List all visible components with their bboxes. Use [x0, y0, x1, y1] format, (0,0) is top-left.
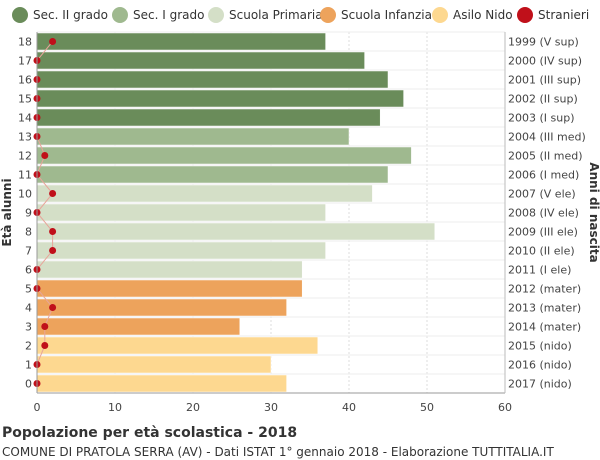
bar	[36, 222, 436, 241]
bar	[36, 32, 326, 51]
legend-item: Scuola Primaria	[208, 5, 323, 25]
birth-year-label: 2007 (V ele)	[508, 188, 576, 201]
x-tick-label: 10	[108, 401, 122, 414]
y-tick-label: 8	[25, 226, 32, 239]
bar	[36, 374, 287, 393]
bar	[36, 89, 404, 108]
y-axis-title-right: Anni di nascita	[587, 162, 600, 262]
legend-item: Sec. II grado	[12, 5, 108, 25]
stranieri-point	[49, 304, 57, 311]
bar	[36, 279, 303, 298]
y-tick-label: 15	[18, 93, 32, 106]
legend-label: Scuola Infanzia	[341, 8, 432, 22]
legend-swatch	[12, 7, 28, 23]
birth-year-label: 2011 (I ele)	[508, 264, 571, 277]
legend-swatch	[320, 7, 336, 23]
y-tick-label: 7	[25, 245, 32, 258]
legend-label: Asilo Nido	[453, 8, 513, 22]
birth-year-label: 2017 (nido)	[508, 378, 572, 391]
y-axis-title: Età alunni	[0, 178, 14, 246]
bar	[36, 108, 381, 127]
birth-year-label: 2002 (II sup)	[508, 93, 578, 106]
x-tick-label: 30	[264, 401, 278, 414]
y-tick-label: 4	[25, 302, 32, 315]
bar	[36, 203, 326, 222]
chart-subtitle: COMUNE DI PRATOLA SERRA (AV) - Dati ISTA…	[2, 445, 554, 459]
legend-label: Scuola Primaria	[229, 8, 323, 22]
birth-year-label: 1999 (V sup)	[508, 36, 579, 49]
stranieri-point	[49, 190, 57, 197]
y-tick-label: 1	[25, 359, 32, 372]
x-tick-label: 60	[498, 401, 512, 414]
y-tick-label: 13	[18, 131, 32, 144]
stranieri-point	[49, 247, 57, 254]
legend-swatch	[517, 7, 533, 23]
birth-year-label: 2003 (I sup)	[508, 112, 575, 125]
y-tick-label: 11	[18, 169, 32, 182]
birth-year-label: 2006 (I med)	[508, 169, 579, 182]
bar	[36, 355, 272, 374]
stranieri-point	[41, 342, 49, 349]
bar	[36, 165, 389, 184]
legend-item: Stranieri	[517, 5, 589, 25]
legend-swatch	[112, 7, 128, 23]
legend-label: Sec. II grado	[33, 8, 108, 22]
bar	[36, 317, 241, 336]
bar	[36, 70, 389, 89]
legend-label: Sec. I grado	[133, 8, 205, 22]
birth-year-label: 2012 (mater)	[508, 283, 581, 296]
bar	[36, 51, 365, 70]
y-tick-label: 17	[18, 55, 32, 68]
legend-item: Scuola Infanzia	[320, 5, 432, 25]
y-tick-label: 14	[18, 112, 32, 125]
chart-title: Popolazione per età scolastica - 2018	[2, 425, 298, 441]
y-tick-label: 12	[18, 150, 32, 163]
birth-year-label: 2000 (IV sup)	[508, 55, 582, 68]
y-tick-label: 6	[25, 264, 32, 277]
stranieri-point	[49, 228, 57, 235]
bar	[36, 260, 303, 279]
y-tick-label: 3	[25, 321, 32, 334]
birth-year-label: 2015 (nido)	[508, 340, 572, 353]
bar	[36, 336, 319, 355]
x-tick-label: 40	[342, 401, 356, 414]
birth-year-label: 2016 (nido)	[508, 359, 572, 372]
birth-year-label: 2009 (III ele)	[508, 226, 578, 239]
stranieri-point	[41, 152, 49, 159]
y-tick-label: 9	[25, 207, 32, 220]
birth-year-label: 2005 (II med)	[508, 150, 583, 163]
y-tick-label: 18	[18, 36, 32, 49]
y-tick-label: 16	[18, 74, 32, 87]
birth-year-label: 2008 (IV ele)	[508, 207, 579, 220]
legend-swatch	[432, 7, 448, 23]
y-tick-label: 2	[25, 340, 32, 353]
bar	[36, 184, 373, 203]
legend-label: Stranieri	[538, 8, 590, 22]
y-tick-label: 10	[18, 188, 32, 201]
bar	[36, 146, 412, 165]
x-tick-label: 0	[34, 401, 41, 414]
legend: Sec. II grado Sec. I grado Scuola Primaria…	[0, 5, 600, 25]
x-tick-label: 20	[186, 401, 200, 414]
birth-year-label: 2004 (III med)	[508, 131, 586, 144]
legend-swatch	[208, 7, 224, 23]
stranieri-point	[49, 38, 57, 45]
bar	[36, 298, 287, 317]
legend-item: Sec. I grado	[112, 5, 204, 25]
stranieri-point	[41, 323, 49, 330]
legend-item: Asilo Nido	[432, 5, 513, 25]
bar	[36, 127, 350, 146]
birth-year-label: 2010 (II ele)	[508, 245, 575, 258]
y-tick-label: 5	[25, 283, 32, 296]
birth-year-label: 2001 (III sup)	[508, 74, 581, 87]
birth-year-label: 2013 (mater)	[508, 302, 581, 315]
y-tick-label: 0	[25, 378, 32, 391]
bar	[36, 241, 326, 260]
x-tick-label: 50	[420, 401, 434, 414]
birth-year-label: 2014 (mater)	[508, 321, 581, 334]
